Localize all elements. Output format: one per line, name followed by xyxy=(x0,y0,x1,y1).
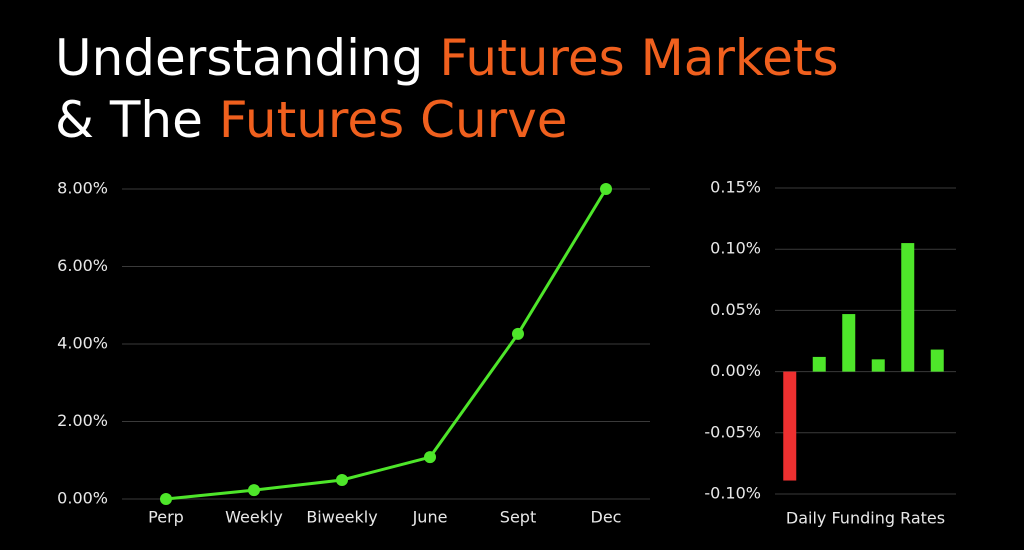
point xyxy=(424,451,436,464)
bar xyxy=(930,349,944,372)
y-tick-label: 0.15% xyxy=(710,178,761,197)
line xyxy=(165,188,608,501)
x-tick-label: June xyxy=(412,508,448,527)
bar xyxy=(901,243,915,372)
x-tick-label: Dec xyxy=(591,508,622,527)
y-tick-label: 0.00% xyxy=(710,361,761,380)
title-line: & The Futures Curve xyxy=(55,91,568,149)
point xyxy=(160,493,172,505)
title-part: Understanding xyxy=(55,29,423,87)
y-tick-label: -0.10% xyxy=(704,484,761,503)
x-tick-label: Weekly xyxy=(225,508,283,527)
y-tick-label: 2.00% xyxy=(57,411,108,430)
x-tick-label: Biweekly xyxy=(306,508,377,527)
bar xyxy=(871,359,885,372)
y-tick-label: 8.00% xyxy=(57,179,108,198)
bar xyxy=(812,356,826,372)
x-axis-label: Daily Funding Rates xyxy=(786,509,945,528)
x-tick-label: Perp xyxy=(148,508,184,527)
title-line: Understanding Futures Markets xyxy=(55,29,839,87)
bar xyxy=(842,314,856,372)
title-part: Futures Curve xyxy=(219,91,568,149)
point xyxy=(600,183,612,195)
title-part: Futures Markets xyxy=(439,29,838,87)
point xyxy=(512,327,524,340)
bar xyxy=(783,371,797,481)
y-tick-label: 0.10% xyxy=(710,239,761,258)
y-tick-label: 6.00% xyxy=(57,256,108,275)
title-part: & The xyxy=(55,91,203,149)
y-tick-label: 0.00% xyxy=(57,489,108,508)
y-tick-label: 4.00% xyxy=(57,334,108,353)
x-tick-label: Sept xyxy=(500,508,536,527)
y-tick-label: -0.05% xyxy=(704,422,761,441)
y-tick-label: 0.05% xyxy=(710,300,761,319)
point xyxy=(336,474,348,487)
point xyxy=(248,484,260,497)
